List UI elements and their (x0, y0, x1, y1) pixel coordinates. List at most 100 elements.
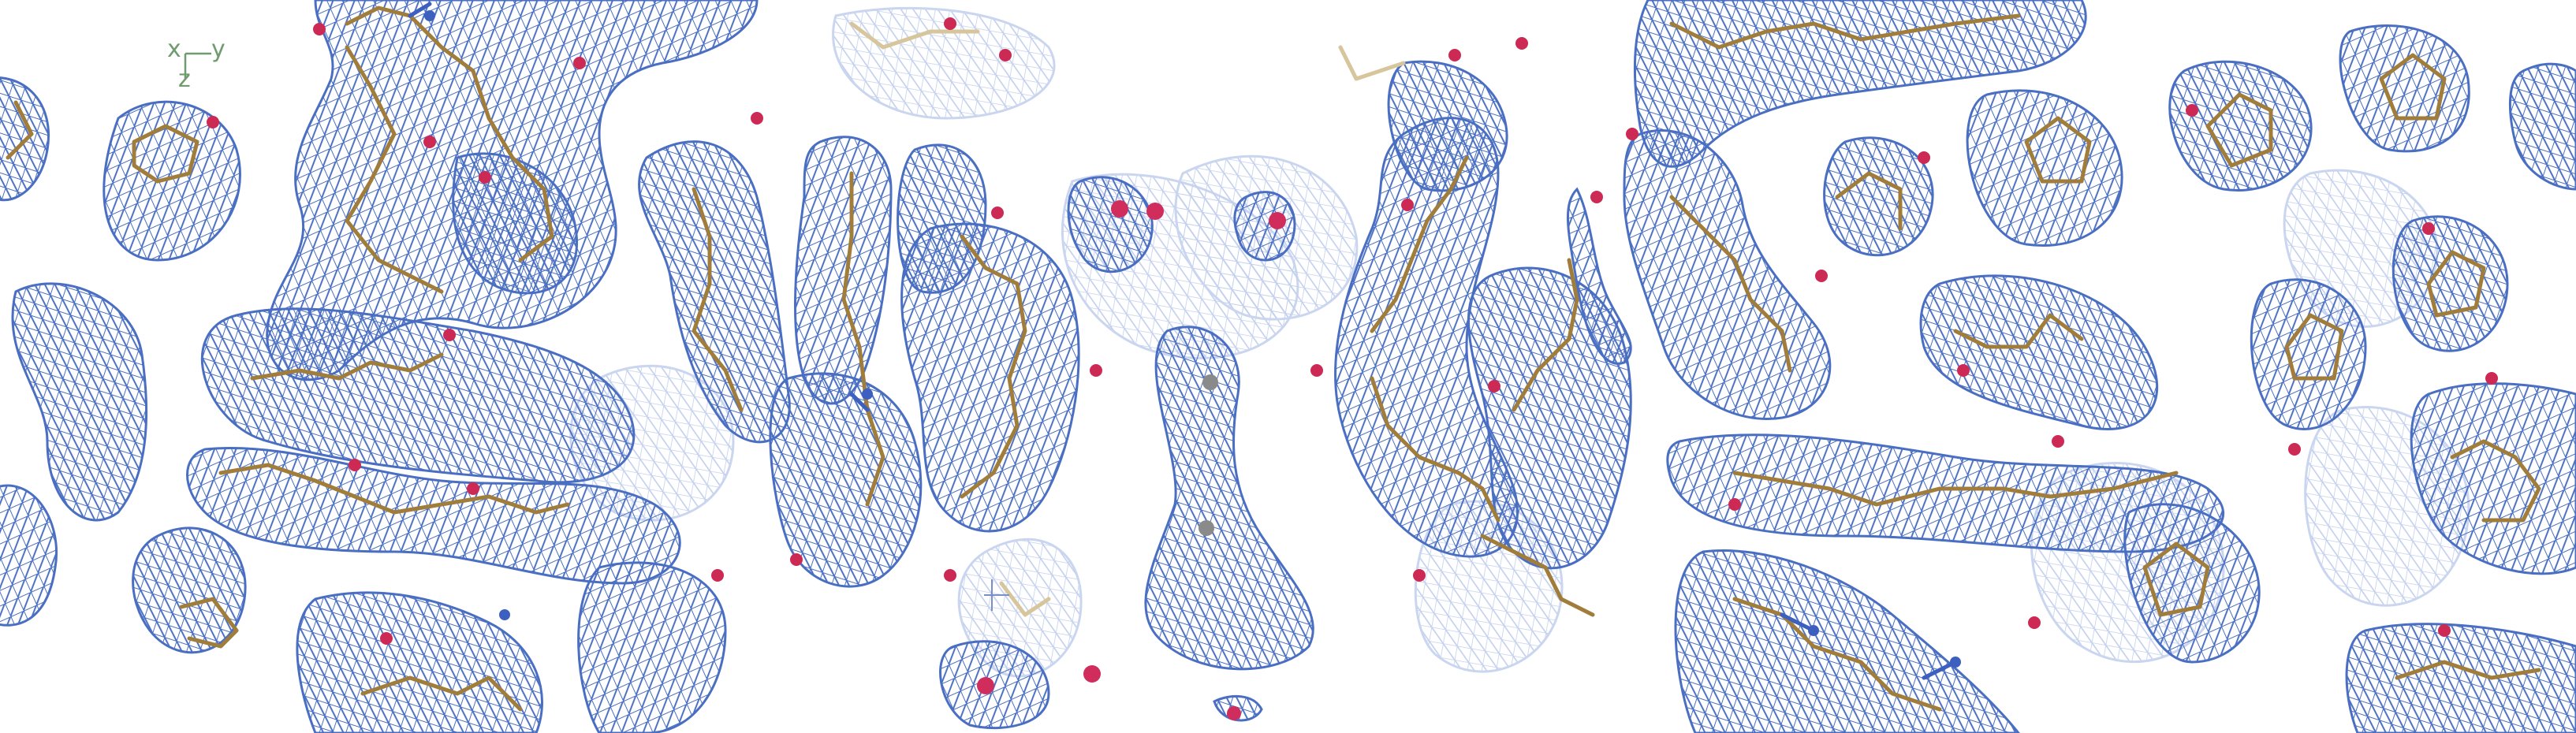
oxygen-atom (2485, 372, 2498, 385)
axis-z-label: z (178, 65, 191, 93)
bond-nitrogen (408, 2, 432, 18)
oxygen-atom (2186, 104, 2198, 117)
residue-chain (692, 187, 744, 412)
density-blob (1233, 191, 1296, 262)
residue-chain (2426, 250, 2486, 318)
residue-chain (2284, 313, 2344, 381)
oxygen-atom (1488, 380, 1500, 393)
oxygen-atom (1090, 364, 1102, 377)
oxygen-atom (1590, 191, 1603, 203)
density-blob (200, 307, 636, 484)
nitrogen-atom (1808, 625, 1819, 636)
density-blob (2410, 382, 2576, 575)
residue-chain (132, 124, 199, 184)
oxygen-atom (467, 482, 479, 495)
density-blob (2339, 24, 2470, 153)
rotation-center-crosshair (984, 579, 1009, 611)
oxygen-atom (1815, 270, 1828, 282)
density-blob (1823, 136, 1934, 257)
oxygen-atom (1515, 37, 1528, 50)
residue-chain (1835, 171, 1903, 231)
residue-chain (1512, 258, 1579, 412)
residue-chain (345, 45, 444, 294)
residue-chain (2142, 541, 2210, 617)
residue-chain (345, 6, 554, 262)
nitrogen-atom (1950, 657, 1961, 668)
oxygen-atom (479, 171, 491, 184)
density-blob (1633, 0, 2087, 168)
nitrogen-atom (499, 609, 510, 620)
residue-chain (2024, 116, 2092, 184)
density-blob (1674, 549, 2020, 733)
residue-chain (841, 171, 885, 507)
density-blob (132, 526, 247, 654)
density-blob (11, 282, 148, 522)
molecular-model (6, 2, 2541, 712)
density-blob (1566, 187, 1632, 365)
density-blob (939, 640, 1050, 730)
oxygen-atom (2052, 435, 2064, 448)
residue-chain (1370, 376, 1500, 523)
oxygen-atom (944, 569, 956, 582)
oxygen-atom (751, 112, 763, 125)
water-oxygen-atom (1146, 203, 1164, 220)
water-oxygen-atom (977, 677, 994, 694)
density-blob (900, 222, 1080, 533)
oxygen-atom (711, 569, 724, 582)
oxygen-atom (999, 49, 1012, 61)
bond-nitrogen (1922, 660, 1958, 680)
oxygen-atom (313, 23, 326, 35)
residue-chain (2450, 439, 2541, 523)
oxygen-atom (443, 329, 456, 341)
oxygen-atom (1918, 151, 1930, 164)
oxygen-atom (2422, 222, 2435, 235)
oxygen-atom (1728, 498, 1741, 511)
residue-chain (360, 675, 523, 712)
residue-chain (2395, 660, 2541, 680)
density-blob (1919, 274, 2159, 430)
density-blob (1966, 89, 2123, 247)
density-blob (2345, 623, 2576, 733)
oxygen-atom (1413, 569, 1426, 582)
oxygen-atom (207, 116, 219, 128)
density-blob (2391, 215, 2509, 352)
bond-nitrogen (1780, 612, 1816, 633)
density-blob (793, 136, 893, 405)
density-blob (1067, 176, 1154, 273)
axis-x-label: x (167, 35, 181, 63)
oxygen-atom (1626, 128, 1638, 140)
oxygen-atom (380, 632, 393, 645)
density-blob (577, 561, 727, 733)
faint-density-blob (832, 6, 1056, 120)
bond-nitrogen (849, 392, 870, 412)
density-blob (2509, 62, 2576, 191)
density-blob (1144, 326, 1314, 671)
oxygen-atom (573, 57, 586, 69)
metal-atom (1199, 520, 1214, 536)
density-blob (296, 591, 543, 733)
residue-chain (1480, 534, 1595, 617)
axis-y-label: y (211, 35, 226, 63)
residue-chain (1370, 155, 1469, 333)
residue-chain (960, 234, 1027, 499)
water-oxygen-atom (1269, 212, 1286, 229)
residue-chain (218, 463, 570, 515)
residue-chain (1669, 195, 1792, 373)
residue-chain (1669, 13, 2021, 50)
density-blob (2123, 503, 2261, 664)
density-blob (2250, 278, 2367, 430)
residue-chain (2379, 53, 2447, 121)
oxygen-atom (349, 459, 361, 471)
axis-indicator: x y z (167, 35, 226, 93)
atom-layer (207, 10, 2498, 720)
oxygen-atom (2288, 443, 2301, 456)
residue-chain-faded (1338, 45, 1406, 81)
oxygen-atom (1310, 364, 1323, 377)
density-blob (1334, 117, 1519, 558)
density-blob (2168, 60, 2313, 192)
density-blob (1623, 129, 1832, 420)
nitrogen-atom (862, 389, 873, 400)
oxygen-atom (1401, 199, 1414, 211)
density-blob (0, 484, 58, 627)
